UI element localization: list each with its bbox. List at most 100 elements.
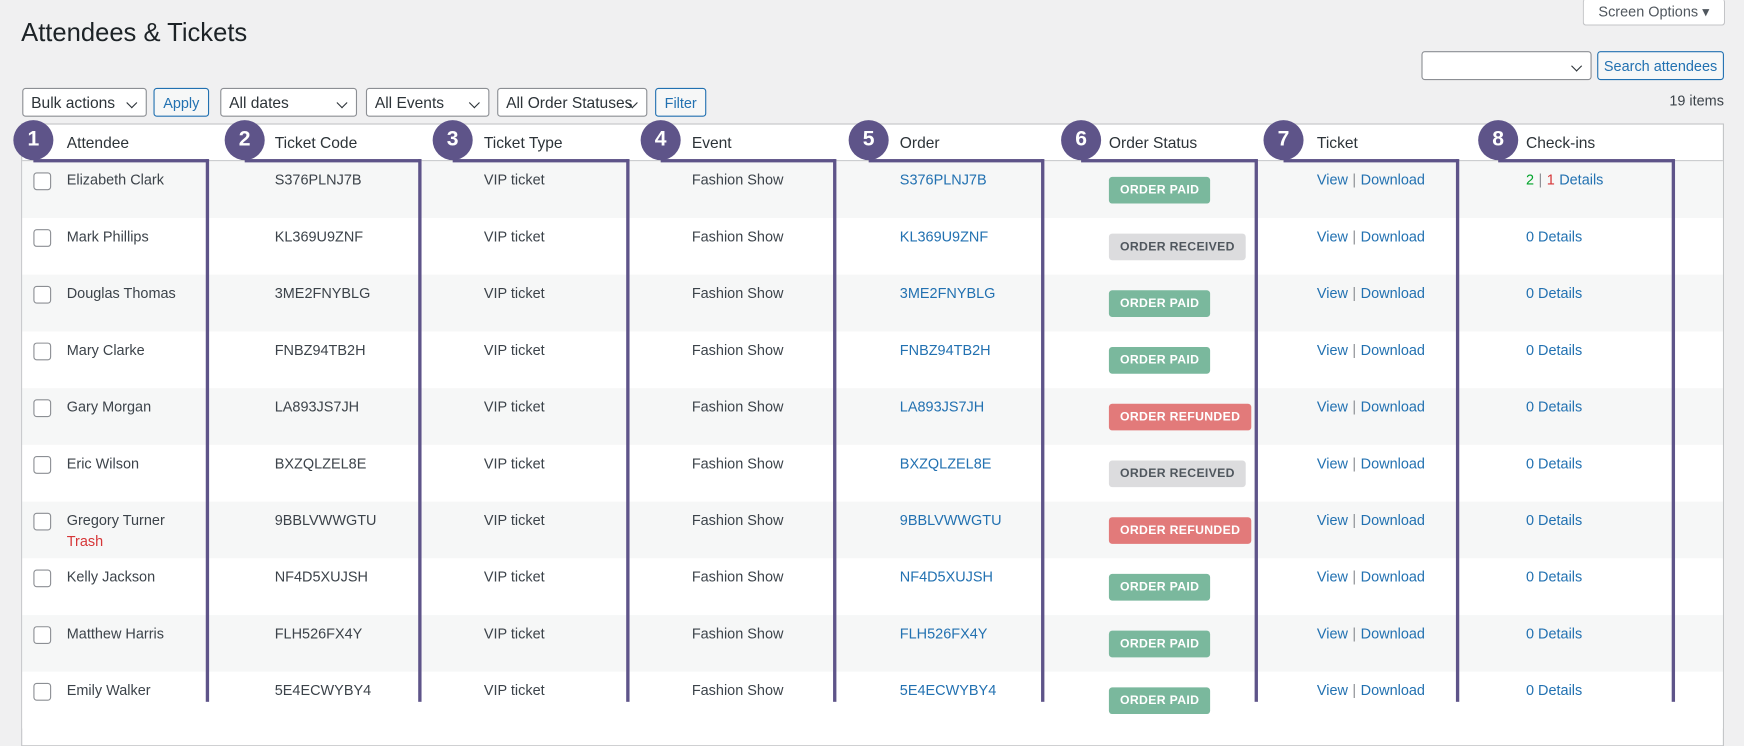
status-filter[interactable]: All Order Statuses — [497, 87, 648, 117]
ticket-type: VIP ticket — [483, 511, 545, 529]
check-in-part[interactable]: 0 Details — [1525, 341, 1583, 359]
view-link[interactable]: View — [1316, 454, 1348, 472]
order-status: ORDER PAID — [1108, 290, 1211, 317]
order-link[interactable]: KL369U9ZNF — [899, 228, 989, 245]
apply-button[interactable]: Apply — [153, 87, 210, 117]
view-link[interactable]: View — [1316, 398, 1348, 415]
view-link[interactable]: View — [1316, 625, 1348, 642]
check-in-part[interactable]: 0 Details — [1525, 681, 1583, 699]
order-status: ORDER REFUNDED — [1108, 517, 1252, 544]
search-input[interactable] — [1421, 51, 1592, 81]
ticket-actions: View | Download — [1317, 625, 1425, 642]
download-link[interactable]: Download — [1360, 398, 1425, 415]
check-in-part[interactable]: 0 Details — [1525, 568, 1583, 586]
ticket-actions: View | Download — [1317, 341, 1425, 358]
view-link[interactable]: View — [1316, 284, 1348, 302]
check-in-part[interactable]: 0 Details — [1525, 228, 1583, 245]
download-link[interactable]: Download — [1360, 454, 1425, 472]
check-in-part[interactable]: 0 Details — [1525, 398, 1583, 415]
ticket-actions: View | Download — [1317, 568, 1425, 585]
order-link[interactable]: 5E4ECWYBY4 — [899, 681, 997, 699]
ticket-code: BXZQLZEL8E — [274, 454, 367, 472]
order-status: ORDER PAID — [1108, 687, 1211, 715]
row-checkbox[interactable] — [33, 342, 52, 361]
table-row: Gregory Turner Trash 9BBLVWWGTU VIP ticket F… — [22, 501, 1723, 559]
row-checkbox[interactable] — [33, 626, 52, 644]
row-checkbox[interactable] — [33, 682, 52, 701]
table: Attendee Ticket Code Ticket Type Event Order… — [21, 123, 1724, 746]
view-link[interactable]: View — [1316, 171, 1348, 188]
row-checkbox[interactable] — [33, 285, 52, 304]
order-link[interactable]: NF4D5XUJSH — [899, 568, 994, 586]
ticket-type: VIP ticket — [483, 454, 545, 472]
event-name: Fashion Show — [691, 284, 784, 302]
events-filter[interactable]: All Events — [365, 87, 490, 117]
bulk-actions[interactable]: Bulk actions — [22, 87, 147, 117]
ticket-type: VIP ticket — [483, 341, 545, 359]
view-link[interactable]: View — [1316, 681, 1348, 699]
check-ins: 2 | 1 Details — [1526, 171, 1608, 188]
check-in-part[interactable]: Details — [1559, 171, 1604, 188]
column-header: Ticket — [1316, 133, 1358, 152]
order-link[interactable]: S376PLNJ7B — [899, 171, 987, 188]
view-link[interactable]: View — [1316, 568, 1348, 586]
event-name: Fashion Show — [691, 228, 784, 245]
event-name: Fashion Show — [691, 454, 784, 472]
table-row: Eric Wilson BXZQLZEL8E VIP ticket Fashion S… — [22, 444, 1723, 502]
check-ins: 0 Details — [1526, 285, 1587, 302]
check-in-part[interactable]: 0 Details — [1525, 284, 1583, 302]
annotation-line — [205, 159, 210, 702]
check-in-part[interactable]: 0 Details — [1525, 454, 1583, 472]
trash-link[interactable]: Trash — [66, 532, 104, 550]
ticket-actions: View | Download — [1317, 398, 1425, 415]
order-link[interactable]: 9BBLVWWGTU — [899, 511, 1002, 529]
item-count: 19 items — [1669, 92, 1724, 109]
download-link[interactable]: Download — [1360, 341, 1425, 359]
download-link[interactable]: Download — [1360, 625, 1425, 642]
ticket-code: 9BBLVWWGTU — [274, 511, 377, 529]
view-link[interactable]: View — [1316, 341, 1348, 359]
download-link[interactable]: Download — [1360, 284, 1425, 302]
download-link[interactable]: Download — [1360, 568, 1425, 586]
check-in-part[interactable]: 0 Details — [1525, 511, 1583, 529]
order-link[interactable]: BXZQLZEL8E — [899, 454, 992, 472]
row-checkbox[interactable] — [33, 399, 52, 418]
order-link[interactable]: FNBZ94TB2H — [899, 341, 991, 359]
row-checkbox[interactable] — [33, 569, 52, 588]
order-link[interactable]: 3ME2FNYBLG — [899, 284, 996, 302]
attendee-name: Elizabeth Clark — [66, 171, 164, 188]
row-checkbox[interactable] — [33, 229, 52, 247]
annotation-line — [1283, 159, 1459, 163]
event-name: Fashion Show — [691, 171, 784, 188]
column-header: Order Status — [1108, 133, 1198, 152]
event-name: Fashion Show — [691, 511, 784, 529]
download-link[interactable]: Download — [1360, 511, 1425, 529]
event-name: Fashion Show — [691, 681, 784, 699]
screen-options[interactable]: Screen Options ▾ — [1582, 0, 1726, 26]
check-in-part[interactable]: 0 Details — [1525, 625, 1583, 642]
order-link[interactable]: FLH526FX4Y — [899, 625, 988, 642]
order-status: ORDER REFUNDED — [1108, 403, 1252, 431]
row-checkbox[interactable] — [33, 456, 52, 474]
annotation-line — [418, 159, 422, 702]
ticket-type: VIP ticket — [483, 284, 545, 302]
column-number: 3 — [432, 120, 473, 161]
row-checkbox[interactable] — [33, 512, 52, 531]
row-checkbox[interactable] — [33, 172, 52, 191]
table-row: Emily Walker 5E4ECWYBY4 VIP ticket Fashion … — [22, 671, 1723, 729]
download-link[interactable]: Download — [1360, 171, 1425, 188]
filter-button[interactable]: Filter — [655, 87, 707, 117]
view-link[interactable]: View — [1316, 228, 1348, 245]
annotation-line — [1254, 159, 1258, 702]
order-status: ORDER PAID — [1108, 573, 1211, 601]
separator: | — [1352, 625, 1357, 642]
ticket-actions: View | Download — [1317, 285, 1425, 302]
download-link[interactable]: Download — [1360, 228, 1425, 245]
check-ins: 0 Details — [1526, 341, 1587, 358]
view-link[interactable]: View — [1316, 511, 1348, 529]
order-link[interactable]: LA893JS7JH — [899, 398, 985, 415]
download-link[interactable]: Download — [1360, 681, 1425, 699]
search-button[interactable]: Search attendees — [1597, 51, 1724, 81]
dates-filter[interactable]: All dates — [220, 87, 358, 117]
